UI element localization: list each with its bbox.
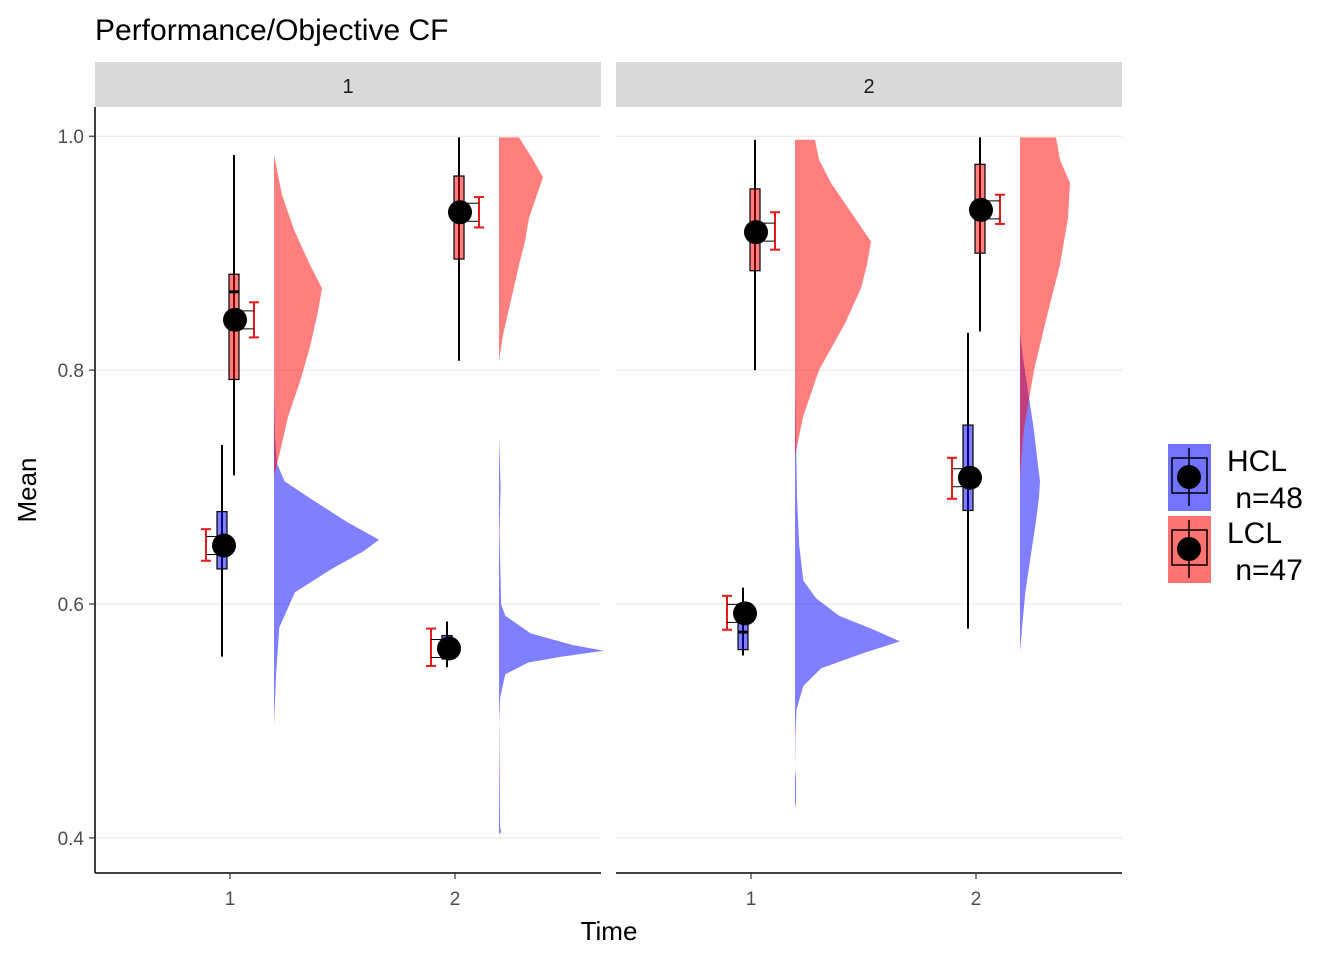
mean-point-hcl-time-1 xyxy=(212,533,236,558)
mean-point-lcl-time-2 xyxy=(448,200,472,225)
facet-2-strip xyxy=(616,62,1122,107)
facet-2-panel: 2 xyxy=(616,62,1122,839)
marks-layer xyxy=(722,137,1005,656)
y-tick-label: 0.4 xyxy=(58,829,85,850)
legend-label-hcl: HCL xyxy=(1227,445,1287,478)
chart-title: Performance/Objective CF xyxy=(95,14,448,47)
y-axis-label: Mean xyxy=(12,457,42,522)
marks-layer xyxy=(201,137,484,668)
x-tick-label: 2 xyxy=(450,889,461,910)
mean-point-hcl-time-1 xyxy=(733,601,757,626)
x-tick-label: 1 xyxy=(746,889,757,910)
facet-1-plot-area xyxy=(95,135,604,839)
density-cloud-lcl-time-1 xyxy=(274,154,322,476)
mean-point-hcl-time-2 xyxy=(437,636,461,661)
density-cloud-lcl-time-1 xyxy=(795,139,871,457)
x-tick-label: 1 xyxy=(225,889,236,910)
mean-point-lcl-time-1 xyxy=(744,220,768,245)
legend-count-hcl: n=48 xyxy=(1227,482,1303,515)
facet-1-strip xyxy=(95,62,601,107)
legend-label-lcl: LCL xyxy=(1227,517,1282,550)
y-tick-label: 1.0 xyxy=(58,127,84,148)
clouds-layer xyxy=(274,137,604,835)
y-axis-ticks: 0.4 0.6 0.8 1.0 xyxy=(58,127,95,850)
density-cloud-lcl-time-2 xyxy=(1020,137,1070,477)
facet-1-strip-label: 1 xyxy=(342,76,353,98)
x-axis-ticks: 1 2 1 2 xyxy=(225,873,982,910)
y-tick-label: 0.6 xyxy=(58,595,84,616)
x-tick-label: 2 xyxy=(971,889,982,910)
mean-point-lcl-time-2 xyxy=(969,197,993,222)
y-tick-label: 0.8 xyxy=(58,361,84,382)
density-cloud-hcl-time-1 xyxy=(274,395,379,725)
clouds-layer xyxy=(795,137,1070,808)
density-cloud-hcl-time-1 xyxy=(795,384,900,808)
mean-point-hcl-time-2 xyxy=(958,465,982,490)
legend-count-lcl: n=47 xyxy=(1227,554,1303,587)
density-cloud-lcl-time-2 xyxy=(499,137,543,361)
facet-2-plot-area xyxy=(616,135,1122,839)
x-axis-label: Time xyxy=(581,916,638,946)
mean-point-lcl-time-1 xyxy=(223,307,247,332)
density-cloud-hcl-time-2 xyxy=(499,436,604,835)
legend-point-lcl xyxy=(1177,537,1201,561)
facet-1-panel: 1 xyxy=(95,62,604,839)
legend-point-hcl xyxy=(1177,465,1201,489)
facet-2-strip-label: 2 xyxy=(863,76,874,98)
